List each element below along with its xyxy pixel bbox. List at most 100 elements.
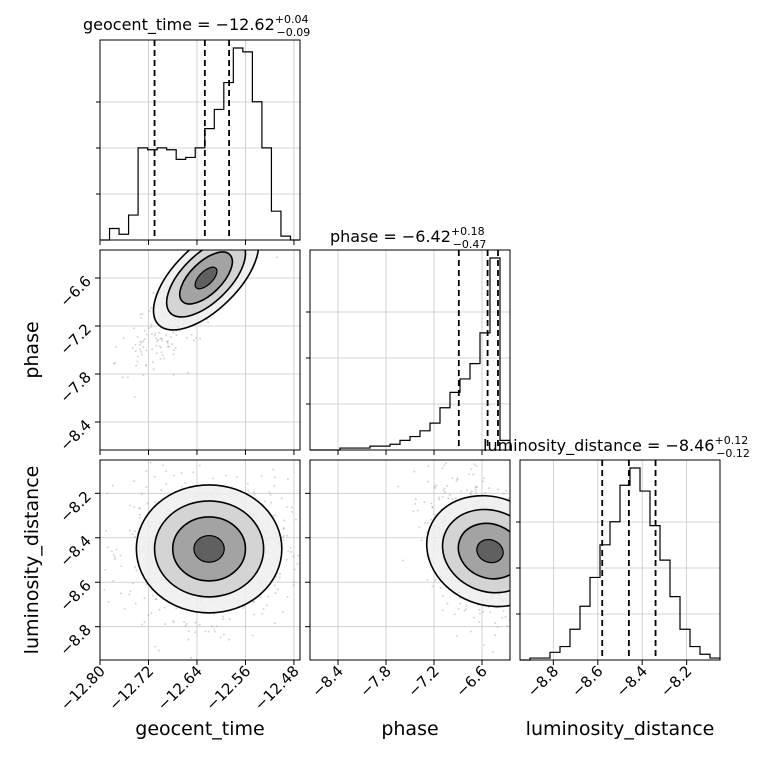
sample-point: [532, 577, 534, 579]
sample-point: [441, 495, 444, 498]
sample-point: [478, 612, 481, 615]
sample-point: [185, 622, 188, 625]
sample-point: [259, 596, 262, 599]
sample-point: [300, 560, 302, 562]
sample-point: [208, 248, 210, 250]
sample-point: [247, 220, 249, 222]
sample-point: [528, 614, 530, 616]
sample-point: [259, 224, 261, 226]
sample-point: [515, 580, 517, 582]
sample-point: [514, 546, 516, 548]
sample-point: [232, 216, 234, 218]
sample-point: [286, 596, 289, 599]
sample-point: [529, 606, 531, 608]
sample-point: [120, 565, 123, 568]
sample-point: [522, 550, 524, 552]
x-tick-label: −12.72: [105, 662, 157, 714]
sample-point: [292, 580, 295, 583]
sample-point: [247, 490, 250, 493]
sample-point: [213, 246, 215, 248]
sample-point: [542, 589, 544, 591]
sample-point: [280, 497, 283, 500]
sample-point: [209, 246, 211, 248]
sample-point: [172, 349, 175, 352]
sample-point: [134, 602, 137, 605]
sample-point: [305, 164, 307, 166]
sample-point: [517, 609, 519, 611]
sample-point: [192, 471, 195, 474]
sample-point: [235, 231, 237, 233]
sample-point: [539, 481, 541, 483]
sample-point: [140, 353, 143, 356]
sample-point: [315, 573, 317, 575]
sample-point: [253, 202, 255, 204]
sample-point: [150, 325, 153, 328]
sample-point: [535, 561, 537, 563]
sample-point: [199, 337, 202, 340]
sample-point: [138, 507, 141, 510]
sample-point: [228, 638, 231, 641]
sample-point: [134, 350, 137, 353]
sample-point: [232, 245, 234, 247]
sample-point: [446, 602, 449, 605]
sample-point: [282, 534, 285, 537]
sample-point: [525, 562, 527, 564]
sample-point: [515, 556, 517, 558]
sample-point: [465, 608, 468, 611]
sample-point: [472, 473, 475, 476]
sample-point: [539, 580, 541, 582]
sample-point: [276, 215, 278, 217]
sample-point: [132, 327, 135, 330]
sample-point: [448, 493, 451, 496]
sample-point: [560, 660, 562, 662]
sample-point: [216, 244, 218, 246]
sample-point: [242, 242, 244, 244]
sample-point: [517, 596, 519, 598]
sample-point: [514, 544, 516, 546]
sample-point: [318, 584, 320, 586]
sample-point: [260, 224, 262, 226]
sample-point: [133, 480, 136, 483]
sample-point: [251, 214, 253, 216]
sample-point: [517, 542, 519, 544]
sample-point: [517, 537, 519, 539]
sample-point: [267, 595, 270, 598]
sample-point: [311, 562, 313, 564]
sample-point: [522, 577, 524, 579]
panel-frame: [519, 459, 721, 661]
sample-point: [138, 516, 141, 519]
sample-point: [430, 502, 433, 505]
sample-point: [534, 576, 536, 578]
y-tick-label: −6.6: [56, 272, 94, 310]
sample-point: [255, 198, 257, 200]
sample-point: [530, 563, 532, 565]
panel-frame: [99, 249, 301, 451]
sample-point: [517, 551, 519, 553]
sample-point: [511, 566, 513, 568]
sample-point: [160, 346, 163, 349]
sample-point: [516, 518, 518, 520]
sample-point: [260, 236, 262, 238]
sample-point: [274, 195, 276, 197]
sample-point: [435, 484, 438, 487]
sample-point: [204, 630, 207, 633]
sample-point: [166, 340, 169, 343]
y-tick-label: −8.2: [56, 487, 94, 525]
sample-point: [246, 226, 248, 228]
sample-point: [134, 566, 137, 569]
sample-point: [282, 527, 285, 530]
sample-point: [523, 569, 525, 571]
sample-point: [251, 227, 253, 229]
sample-point: [247, 210, 249, 212]
density-panel-geocent-time-luminosity-distance: −12.80−12.72−12.64−12.56−12.48 −8.8 −8.6 −8…: [56, 459, 320, 714]
sample-point: [443, 464, 446, 467]
sample-point: [510, 551, 512, 553]
sample-point: [512, 584, 514, 586]
sample-point: [517, 535, 519, 537]
sample-point: [134, 343, 137, 346]
sample-point: [221, 618, 224, 621]
sample-point: [253, 202, 255, 204]
sample-point: [475, 486, 478, 489]
sample-point: [107, 600, 110, 603]
sample-point: [261, 612, 264, 615]
